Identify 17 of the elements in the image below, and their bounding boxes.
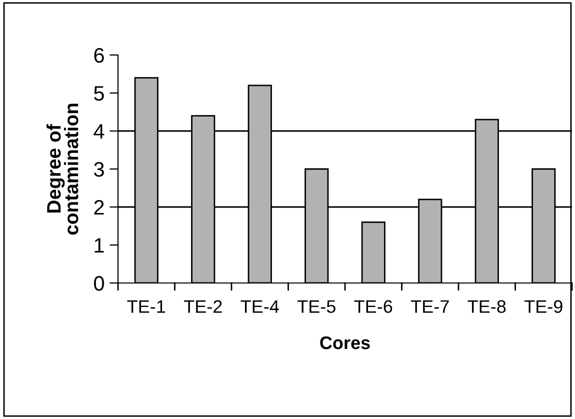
x-tick-label: TE-9 <box>524 300 562 313</box>
y-tick-label: 1 <box>94 238 104 253</box>
y-tick-label: 6 <box>94 48 104 63</box>
x-tick-label: TE-6 <box>354 300 392 313</box>
y-tick-label: 0 <box>94 276 104 291</box>
x-axis-title: Cores <box>320 336 370 350</box>
x-tick-label: TE-2 <box>184 300 222 313</box>
y-tick-label: 5 <box>94 86 104 101</box>
x-tick-label: TE-7 <box>410 300 449 313</box>
y-axis-title: Degree of contamination <box>46 104 78 235</box>
x-tick-label: TE-4 <box>240 300 279 313</box>
y-tick-label: 3 <box>94 162 104 177</box>
y-tick-label: 4 <box>94 124 104 139</box>
y-tick-label: 2 <box>94 200 104 215</box>
x-tick-label: TE-5 <box>297 300 336 313</box>
x-tick-label: TE-8 <box>468 300 506 313</box>
x-tick-label: TE-1 <box>127 300 166 313</box>
